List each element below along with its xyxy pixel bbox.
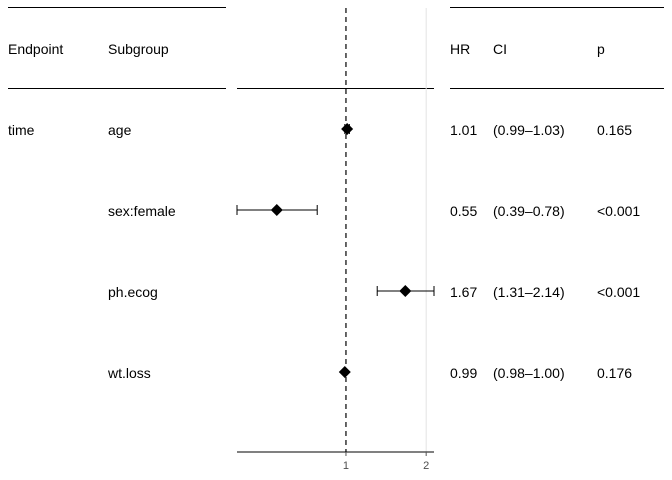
- point-estimate: [399, 285, 412, 297]
- ci-layer: [236, 124, 435, 296]
- header-top-rule-right: [450, 7, 664, 8]
- header-ci: CI: [493, 41, 507, 57]
- row-subgroup: sex:female: [108, 203, 176, 219]
- point-layer: [270, 123, 412, 378]
- header-endpoint: Endpoint: [8, 41, 64, 57]
- x-tick-label: 2: [423, 460, 429, 472]
- row-ci: (0.99–1.03): [493, 122, 565, 138]
- row-hr: 1.01: [450, 122, 478, 138]
- row-p: <0.001: [597, 284, 641, 300]
- point-estimate: [341, 123, 354, 135]
- row-hr: 0.99: [450, 365, 478, 381]
- header-bottom-rule-right: [450, 88, 664, 89]
- row-ci: (0.98–1.00): [493, 365, 565, 381]
- row-endpoint: time: [8, 122, 35, 138]
- header-hr: HR: [450, 41, 471, 57]
- header-bottom-rule-mid: [237, 88, 434, 89]
- row-p: 0.165: [597, 122, 633, 138]
- row-ci: (1.31–2.14): [493, 284, 565, 300]
- header-subgroup: Subgroup: [108, 41, 169, 57]
- x-tick-label: 1: [343, 460, 349, 472]
- row-ci: (0.39–0.78): [493, 203, 565, 219]
- point-estimate: [270, 204, 283, 216]
- header-p: p: [597, 41, 605, 57]
- point-estimate: [338, 366, 351, 378]
- row-subgroup: age: [108, 122, 132, 138]
- header-top-rule-left: [8, 7, 226, 8]
- row-hr: 1.67: [450, 284, 478, 300]
- row-p: 0.176: [597, 365, 633, 381]
- row-p: <0.001: [597, 203, 641, 219]
- row-subgroup: wt.loss: [108, 365, 151, 381]
- header-bottom-rule-left: [8, 88, 226, 89]
- row-subgroup: ph.ecog: [108, 284, 158, 300]
- row-hr: 0.55: [450, 203, 478, 219]
